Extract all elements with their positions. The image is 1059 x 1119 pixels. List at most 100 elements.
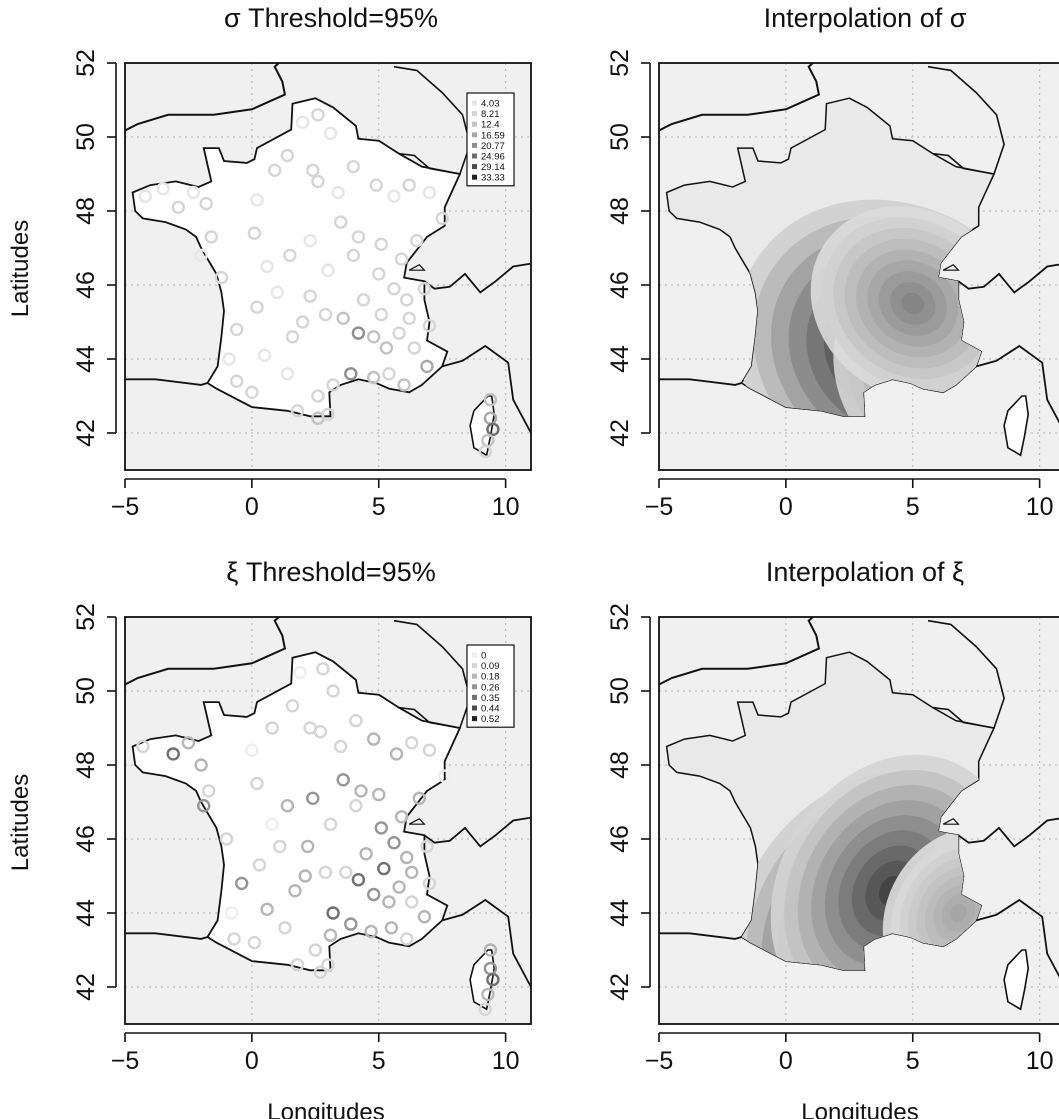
station-marker [222,352,236,366]
station-marker [224,906,239,920]
legend-swatch [472,142,477,148]
coastline-england [659,617,821,686]
y-tick-label: 46 [606,271,634,299]
coastline-spain [125,378,208,386]
station-marker [227,932,241,946]
corsica-outline [1003,395,1030,457]
station-marker [268,163,282,178]
legend-entry: 0.18 [481,672,500,683]
station-marker [483,943,498,957]
x-tick-label: 5 [372,1047,386,1075]
station-marker [321,958,335,972]
station-marker [306,163,320,178]
station-marker [186,185,201,200]
station-marker [387,282,401,296]
y-tick-label: 48 [606,197,634,225]
border-italy-switzerland [423,816,531,994]
x-tick-label: −5 [111,493,140,521]
station-marker [351,873,366,887]
y-tick-label: 42 [72,973,100,1001]
station-marker [311,174,325,189]
station-marker [326,684,340,698]
legend-entry: 33.33 [481,173,505,184]
station-marker [384,921,399,935]
plot-frame [658,616,1059,1025]
station-marker [295,115,310,129]
station-marker [351,326,366,340]
station-marker [194,248,208,263]
station-marker [387,836,401,850]
map-area [659,63,1059,470]
station-marker [303,233,317,248]
legend-swatch [472,663,477,669]
station-marker [138,189,153,203]
legend-entry: 0.44 [481,704,500,715]
station-marker [283,248,297,263]
station-marker [196,799,211,813]
station-marker [435,211,449,226]
legend-entry: 20.77 [481,141,505,152]
legend-entry: 12.4 [481,120,500,131]
y-tick-label: 46 [72,271,100,299]
station-marker [346,248,361,263]
y-tick-label: 48 [606,751,634,779]
x-tick-label: 10 [1026,493,1054,521]
x-tick-label: −5 [645,493,674,521]
station-marker [405,865,419,879]
panel-xi-stations: 00.090.180.260.350.440.52−5 0 5 10424446485… [7,557,532,1119]
panel-sigma-interpolation: −5 0 5 10 42 44 46 48 50 52 Interpolation of σ [606,3,1059,521]
map-area [659,617,1059,1024]
station-marker [199,196,213,211]
station-marker [326,378,340,392]
border-germany-belgium [927,619,1005,729]
station-marker [288,884,302,898]
station-marker [280,799,295,813]
station-marker [321,407,335,422]
station-marker [278,921,292,935]
station-marker [194,758,208,772]
station-marker [250,193,264,207]
panel-title: Interpolation of σ [764,3,967,33]
station-marker [334,215,348,229]
coastline-england [659,63,821,132]
interpolated-field [729,754,994,971]
y-tick-label: 50 [72,123,100,151]
station-marker [265,817,279,831]
station-marker [270,285,284,300]
station-marker [481,987,495,1002]
station-marker [349,799,363,813]
x-tick-label: 10 [492,493,520,521]
y-tick-label: 44 [606,899,634,927]
station-marker [422,876,437,891]
y-tick-label: 42 [606,973,634,1001]
map-area [125,617,531,1024]
station-marker [285,330,300,344]
legend-swatch [472,174,477,180]
x-tick-label: 0 [245,493,259,521]
panel-title: ξ Threshold=95% [226,557,435,587]
station-marker [417,910,432,924]
station-marker [293,665,307,680]
station-marker [311,108,325,122]
station-marker [336,311,350,325]
station-marker [374,237,388,252]
station-marker [367,330,381,344]
station-marker [306,791,320,805]
x-tick-label: 10 [492,1047,520,1075]
station-marker [367,887,381,902]
y-tick-label: 46 [72,825,100,853]
x-tick-label: 5 [906,1047,920,1075]
station-marker [247,935,262,950]
station-marker [245,385,259,399]
station-marker [478,444,492,459]
station-marker [354,784,368,798]
station-marker [349,713,363,728]
station-marker [323,817,338,831]
station-marker [367,732,381,746]
x-tick-label: 0 [245,1047,259,1075]
legend-entry: 0 [481,651,486,662]
station-marker [392,326,406,340]
legend-swatch [472,716,477,722]
station-marker [359,847,373,861]
